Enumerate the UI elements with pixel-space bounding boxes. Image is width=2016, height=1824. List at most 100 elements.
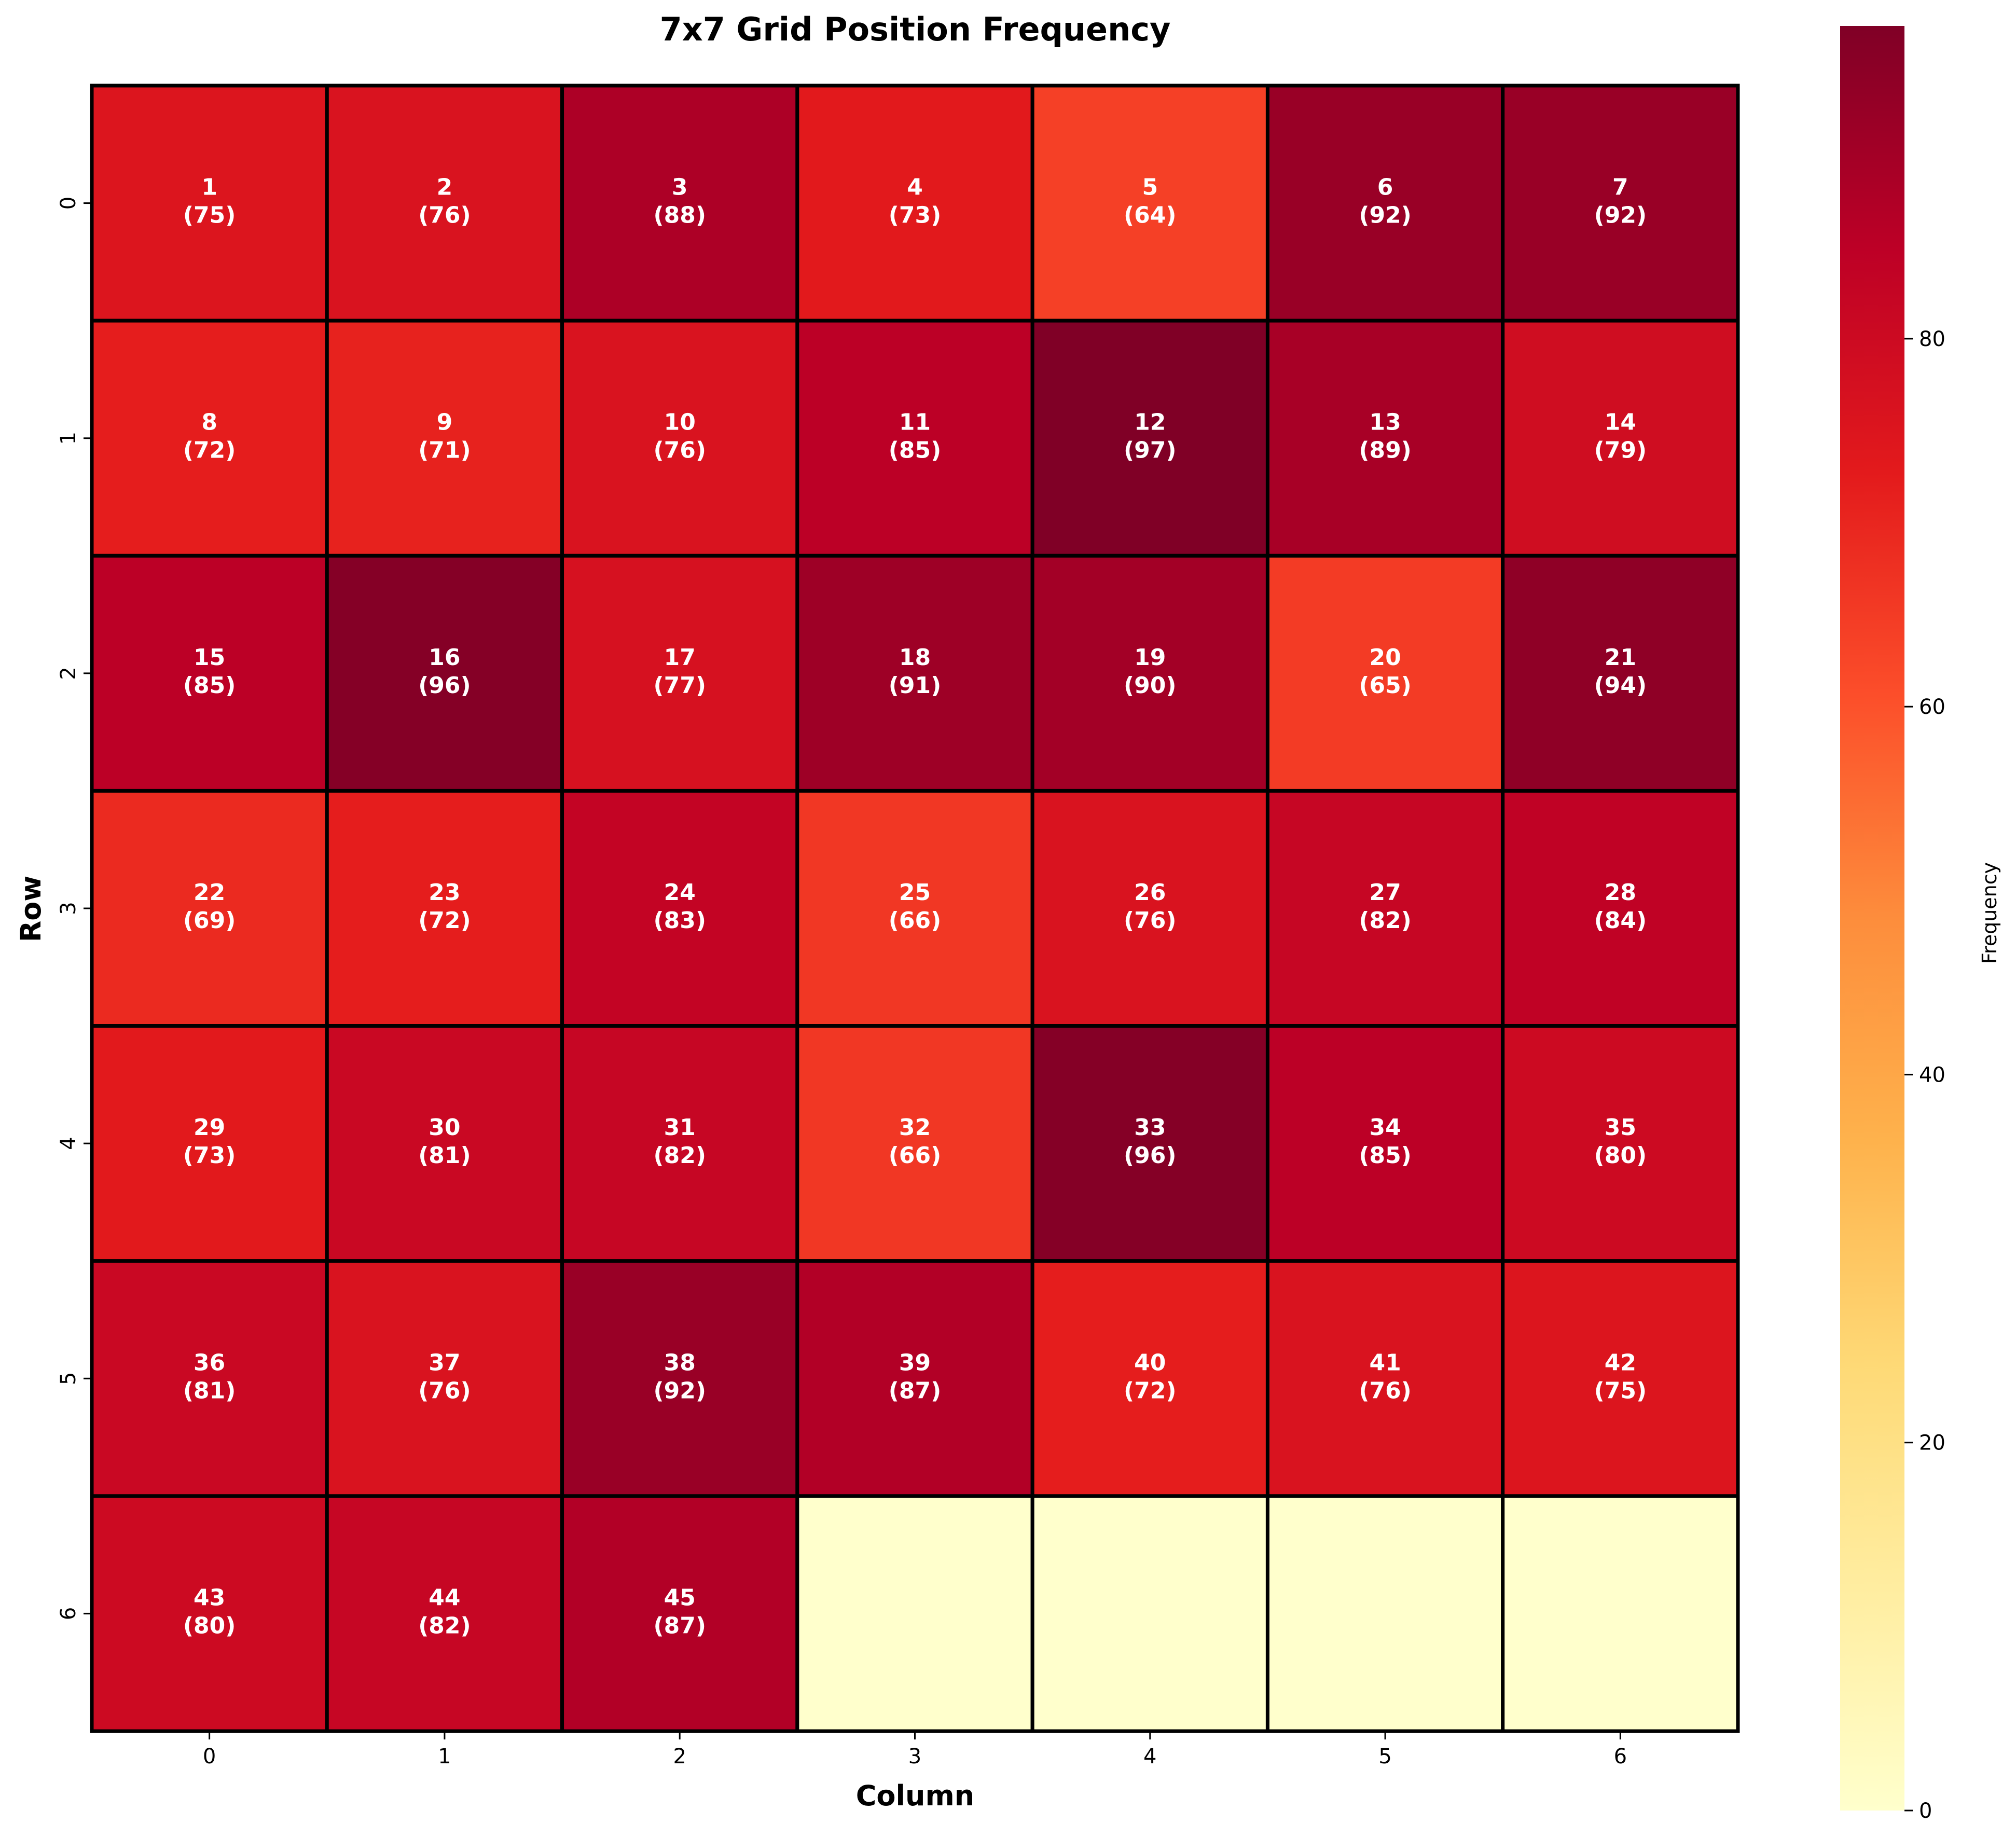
cell-value-label: (77) xyxy=(653,672,706,699)
cell-number-label: 45 xyxy=(664,1584,696,1611)
cell-value-label: (82) xyxy=(1359,907,1411,934)
colorbar xyxy=(1840,26,1904,1811)
cell-value-label: (76) xyxy=(1359,1377,1411,1404)
cell-value-label: (72) xyxy=(1124,1377,1176,1404)
cell-number-label: 31 xyxy=(664,1114,696,1141)
cell-value-label: (76) xyxy=(653,437,706,464)
cell-value-label: (82) xyxy=(653,1142,706,1169)
cell-number-label: 32 xyxy=(899,1114,931,1141)
cell-number-label: 20 xyxy=(1369,644,1401,671)
heatmap-cell xyxy=(1265,1494,1505,1733)
chart-title: 7x7 Grid Position Frequency xyxy=(660,10,1171,48)
heatmap-cell xyxy=(795,84,1034,323)
cell-number-label: 36 xyxy=(194,1349,225,1376)
heatmap-cell xyxy=(560,1259,799,1498)
x-tick-label: 2 xyxy=(673,1745,686,1768)
cell-number-label: 39 xyxy=(899,1349,931,1376)
x-tick-label: 1 xyxy=(438,1745,451,1768)
cell-value-label: (76) xyxy=(418,1377,471,1404)
cell-value-label: (69) xyxy=(183,907,236,934)
x-tick-label: 0 xyxy=(203,1745,216,1768)
cell-number-label: 30 xyxy=(429,1114,460,1141)
cell-number-label: 24 xyxy=(664,879,696,906)
colorbar-tick-label: 80 xyxy=(1919,327,1945,351)
heatmap-cell xyxy=(90,1024,329,1263)
cell-value-label: (92) xyxy=(653,1377,706,1404)
cell-number-label: 19 xyxy=(1134,644,1166,671)
cell-number-label: 18 xyxy=(899,644,931,671)
cell-labels: 1(75)2(76)3(88)4(73)5(64)6(92)7(92)8(72)… xyxy=(183,174,1647,1639)
cell-value-label: (91) xyxy=(889,672,941,699)
heatmap-cell xyxy=(795,1494,1034,1733)
cell-number-label: 15 xyxy=(194,644,225,671)
cell-number-label: 1 xyxy=(201,174,217,201)
cell-value-label: (80) xyxy=(183,1612,236,1639)
cell-number-label: 10 xyxy=(664,409,696,436)
cell-number-label: 42 xyxy=(1605,1349,1636,1376)
colorbar-tick-label: 20 xyxy=(1919,1431,1945,1455)
cell-number-label: 40 xyxy=(1134,1349,1166,1376)
cell-value-label: (87) xyxy=(653,1612,706,1639)
cell-number-label: 35 xyxy=(1605,1114,1636,1141)
cell-value-label: (92) xyxy=(1594,202,1647,229)
heatmap-cell xyxy=(90,1259,329,1498)
cell-value-label: (66) xyxy=(889,1142,941,1169)
colorbar-label: Frequency xyxy=(1978,862,2001,964)
cell-value-label: (87) xyxy=(889,1377,941,1404)
cell-number-label: 33 xyxy=(1134,1114,1166,1141)
cell-value-label: (92) xyxy=(1359,202,1411,229)
heatmap-cell xyxy=(1265,554,1505,793)
heatmap-cell xyxy=(90,84,329,323)
heatmap-cell xyxy=(795,1259,1034,1498)
cell-value-label: (76) xyxy=(1124,907,1176,934)
cell-value-label: (97) xyxy=(1124,437,1176,464)
cell-value-label: (82) xyxy=(418,1612,471,1639)
y-tick-label: 5 xyxy=(57,1372,80,1385)
heatmap-cell xyxy=(560,1494,799,1733)
heatmap-cell xyxy=(90,1494,329,1733)
heatmap-cell xyxy=(1501,319,1740,558)
cell-value-label: (85) xyxy=(889,437,941,464)
cell-value-label: (76) xyxy=(418,202,471,229)
cell-value-label: (85) xyxy=(1359,1142,1411,1169)
cell-value-label: (88) xyxy=(653,202,706,229)
y-axis-label: Row xyxy=(15,876,47,943)
cell-number-label: 7 xyxy=(1612,174,1628,201)
heatmap-cell xyxy=(560,554,799,793)
cell-number-label: 11 xyxy=(899,409,931,436)
cell-value-label: (90) xyxy=(1124,672,1176,699)
heatmap-cell xyxy=(560,1024,799,1263)
heatmap-cell xyxy=(325,789,564,1028)
x-axis-ticks: 0 1 2 3 4 5 6 xyxy=(203,1731,1627,1768)
cell-value-label: (79) xyxy=(1594,437,1647,464)
heatmap-cell xyxy=(1030,319,1269,558)
cell-value-label: (72) xyxy=(418,907,471,934)
cell-number-label: 14 xyxy=(1605,409,1636,436)
cell-value-label: (65) xyxy=(1359,672,1411,699)
heatmap-cell xyxy=(560,319,799,558)
heatmap-cell xyxy=(795,789,1034,1028)
cell-value-label: (80) xyxy=(1594,1142,1647,1169)
heatmap-cell xyxy=(1030,1494,1269,1733)
colorbar-tick-label: 0 xyxy=(1919,1799,1932,1822)
x-tick-label: 6 xyxy=(1614,1745,1627,1768)
cell-number-label: 13 xyxy=(1369,409,1401,436)
y-tick-label: 4 xyxy=(57,1137,80,1150)
heatmap-cell xyxy=(325,554,564,793)
heatmap-cell xyxy=(325,1259,564,1498)
cell-number-label: 4 xyxy=(907,174,923,201)
cell-number-label: 43 xyxy=(194,1584,225,1611)
cell-number-label: 3 xyxy=(672,174,688,201)
x-tick-label: 4 xyxy=(1143,1745,1156,1768)
cell-number-label: 16 xyxy=(429,644,460,671)
cell-number-label: 44 xyxy=(429,1584,460,1611)
cell-value-label: (66) xyxy=(889,907,941,934)
heatmap-cell xyxy=(1501,554,1740,793)
cell-number-label: 34 xyxy=(1369,1114,1401,1141)
cell-number-label: 37 xyxy=(429,1349,460,1376)
cell-number-label: 17 xyxy=(664,644,696,671)
cell-number-label: 2 xyxy=(437,174,453,201)
cell-value-label: (64) xyxy=(1124,202,1176,229)
y-axis-ticks: 0 1 2 3 4 5 6 xyxy=(57,197,92,1620)
